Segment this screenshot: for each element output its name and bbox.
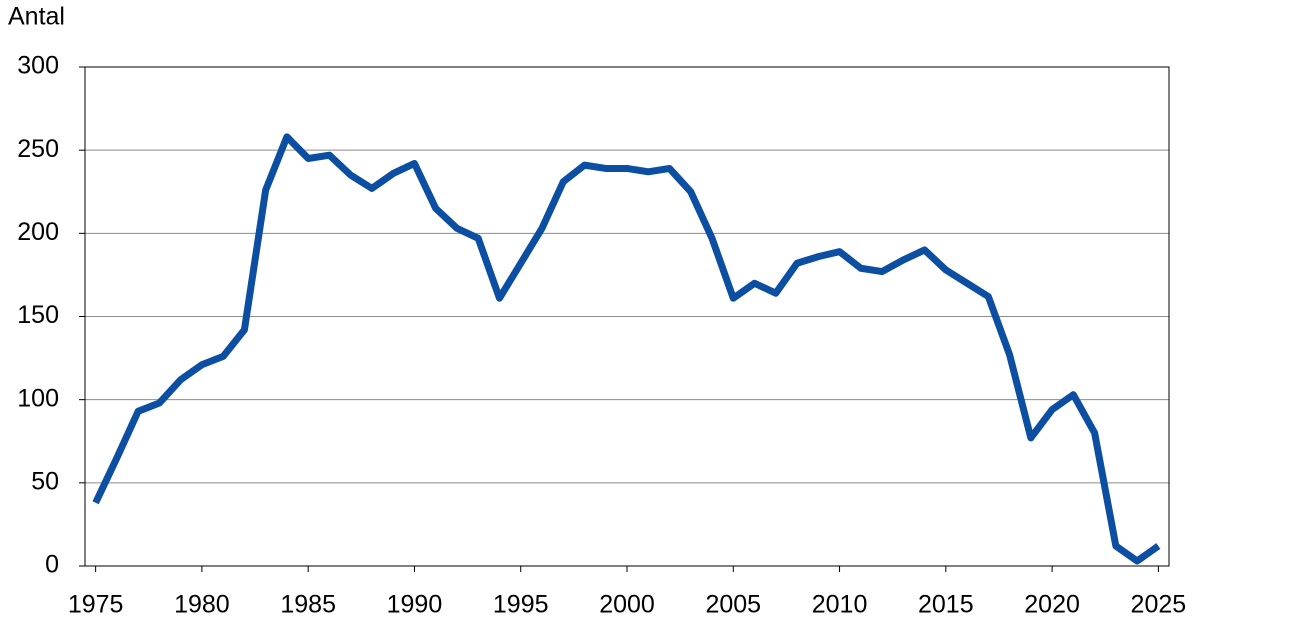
y-tick-label: 150 bbox=[17, 301, 59, 329]
y-tick-label: 250 bbox=[17, 135, 59, 163]
y-tick-label: 0 bbox=[45, 551, 59, 579]
plot-frame bbox=[84, 66, 1170, 567]
y-tick-label: 50 bbox=[31, 467, 59, 495]
x-tick-label: 1975 bbox=[68, 591, 124, 619]
x-tick-label: 2015 bbox=[918, 591, 974, 619]
x-tick-label: 1980 bbox=[174, 591, 230, 619]
x-tick-label: 1990 bbox=[387, 591, 443, 619]
x-tick-label: 1985 bbox=[280, 591, 336, 619]
data-line bbox=[92, 133, 1161, 565]
x-tick-label: 2020 bbox=[1024, 591, 1080, 619]
x-tick-label: 2005 bbox=[705, 591, 761, 619]
y-tick-label: 200 bbox=[17, 218, 59, 246]
x-tick-label: 2010 bbox=[812, 591, 868, 619]
x-tick-label: 2025 bbox=[1131, 591, 1187, 619]
y-axis-label: Antal bbox=[8, 3, 65, 31]
y-tick-label: 100 bbox=[17, 384, 59, 412]
x-tick-label: 2000 bbox=[599, 591, 655, 619]
y-tick-label: 300 bbox=[17, 52, 59, 80]
x-tick-label: 1995 bbox=[493, 591, 549, 619]
